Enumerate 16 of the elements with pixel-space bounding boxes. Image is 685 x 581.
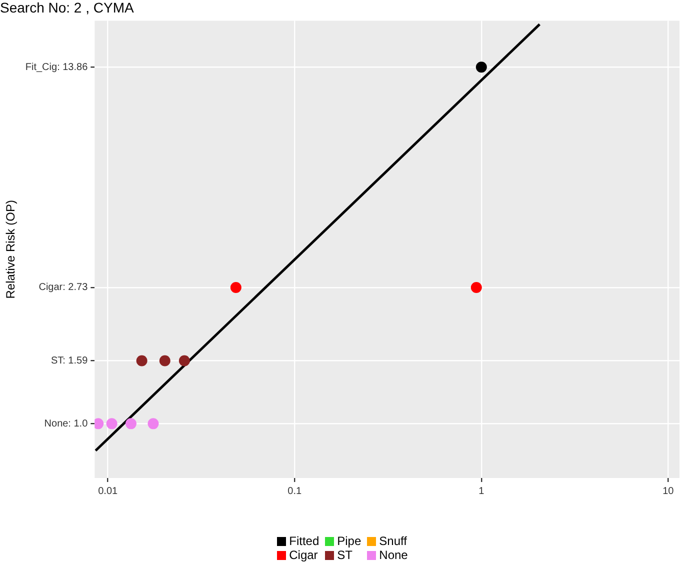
legend-label: Pipe: [337, 534, 362, 548]
x-tick-label: 1: [478, 486, 485, 497]
chart-title: Search No: 2 , CYMA: [0, 0, 134, 16]
legend-label: ST: [337, 548, 352, 562]
x-tick-label: 0.01: [98, 486, 118, 497]
legend-label: Snuff: [379, 534, 407, 548]
y-tick-label: None: 1.0: [44, 418, 88, 430]
y-axis-title: Relative Risk (OP): [4, 200, 18, 299]
legend-label: None: [379, 548, 408, 562]
y-tick-label: Cigar: 2.73: [38, 282, 88, 294]
legend-label: Cigar: [289, 548, 318, 562]
legend-label: Fitted: [289, 534, 320, 548]
y-tick-label: Fit_Cig: 13.86: [25, 62, 88, 73]
y-tick-label: ST: 1.59: [50, 356, 88, 367]
x-tick-label: 10: [662, 486, 674, 497]
x-tick-label: 0.1: [288, 486, 302, 497]
